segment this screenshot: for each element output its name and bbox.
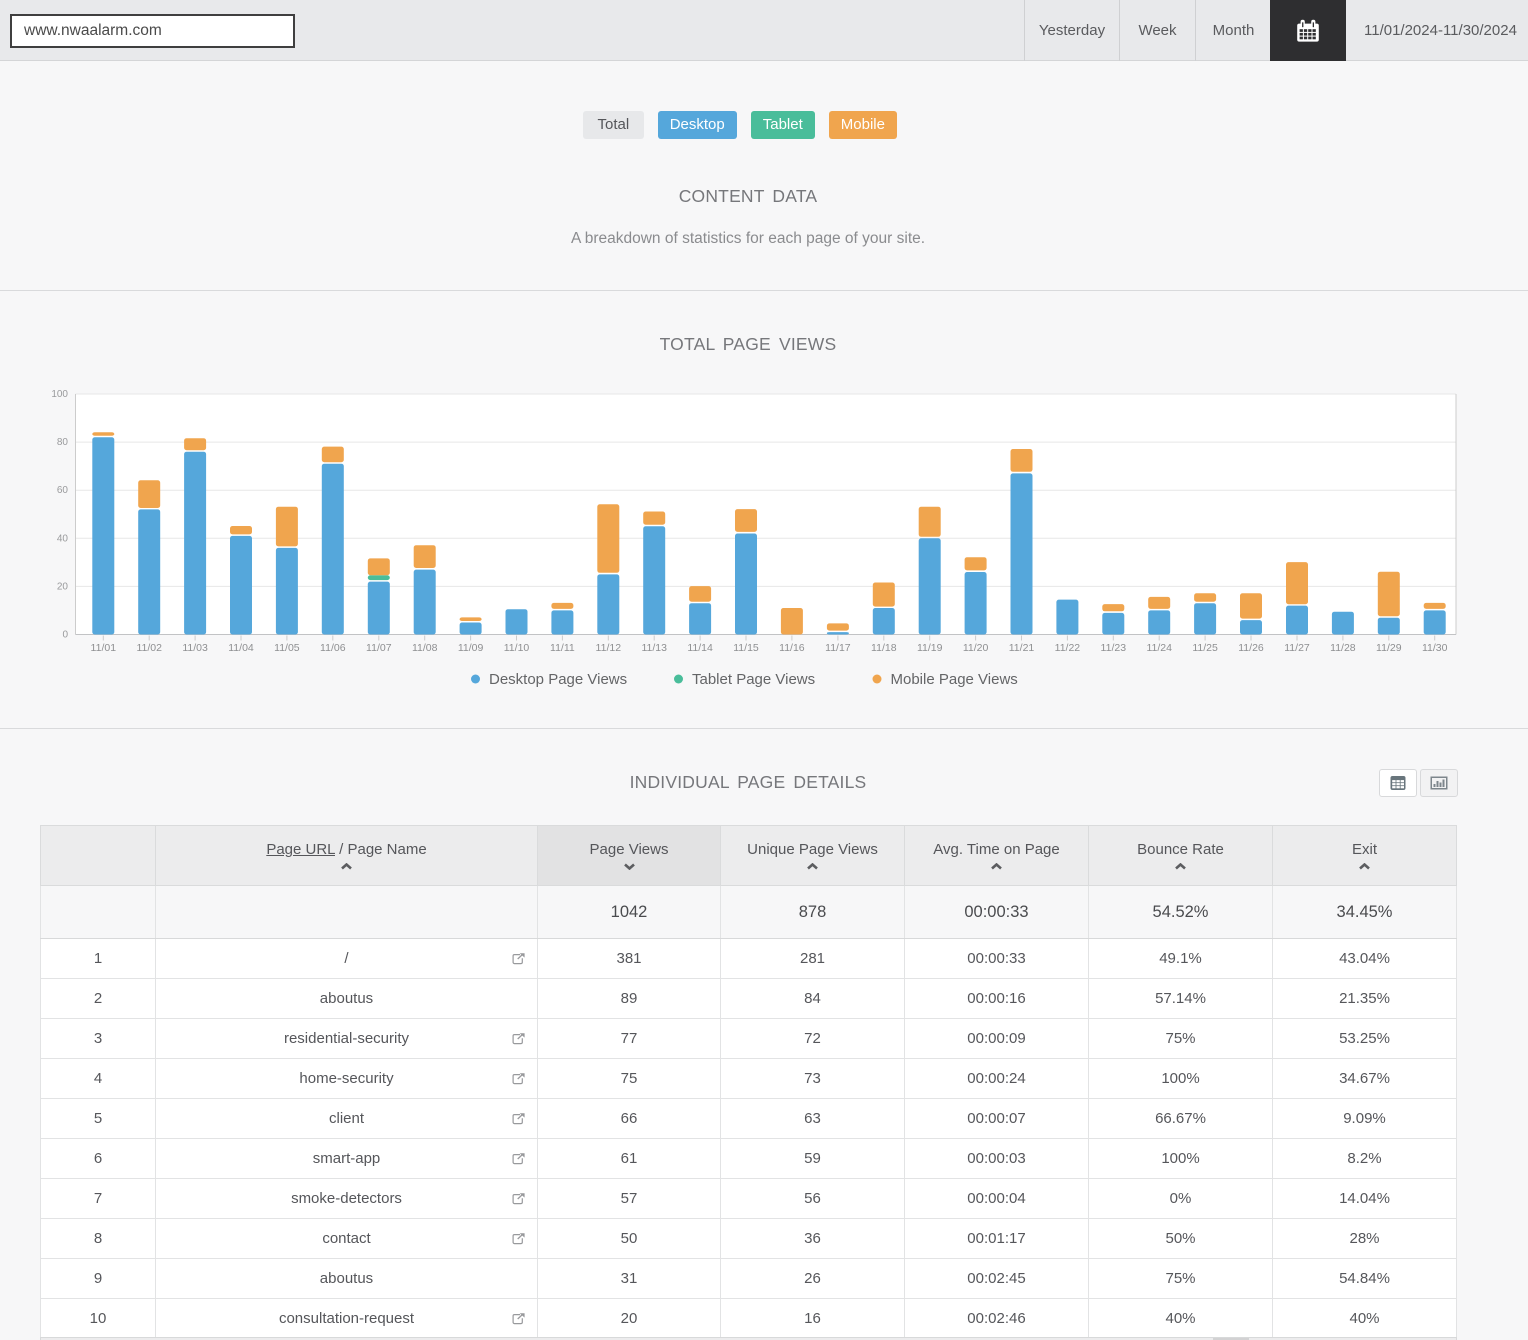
svg-text:11/16: 11/16 bbox=[779, 642, 805, 654]
svg-text:0: 0 bbox=[62, 630, 68, 641]
svg-text:11/29: 11/29 bbox=[1376, 642, 1402, 654]
svg-text:11/13: 11/13 bbox=[641, 642, 667, 654]
svg-text:11/24: 11/24 bbox=[1146, 642, 1172, 654]
svg-text:11/14: 11/14 bbox=[687, 642, 713, 654]
svg-text:Desktop Page Views: Desktop Page Views bbox=[489, 671, 627, 688]
svg-text:11/04: 11/04 bbox=[228, 642, 254, 654]
svg-text:11/23: 11/23 bbox=[1101, 642, 1127, 654]
svg-text:11/25: 11/25 bbox=[1192, 642, 1218, 654]
svg-text:11/30: 11/30 bbox=[1422, 642, 1448, 654]
svg-text:11/05: 11/05 bbox=[274, 642, 300, 654]
svg-text:11/07: 11/07 bbox=[366, 642, 392, 654]
svg-text:11/06: 11/06 bbox=[320, 642, 346, 654]
svg-text:11/18: 11/18 bbox=[871, 642, 897, 654]
svg-text:11/27: 11/27 bbox=[1284, 642, 1310, 654]
svg-text:11/26: 11/26 bbox=[1238, 642, 1264, 654]
svg-text:11/22: 11/22 bbox=[1055, 642, 1081, 654]
svg-text:11/21: 11/21 bbox=[1009, 642, 1035, 654]
svg-text:11/01: 11/01 bbox=[91, 642, 117, 654]
svg-text:11/17: 11/17 bbox=[825, 642, 851, 654]
svg-text:20: 20 bbox=[57, 581, 69, 592]
svg-text:11/10: 11/10 bbox=[504, 642, 530, 654]
svg-text:11/03: 11/03 bbox=[182, 642, 208, 654]
svg-text:11/12: 11/12 bbox=[596, 642, 622, 654]
svg-text:11/19: 11/19 bbox=[917, 642, 943, 654]
svg-text:11/11: 11/11 bbox=[550, 642, 575, 654]
svg-text:40: 40 bbox=[57, 533, 69, 544]
svg-text:Mobile Page Views: Mobile Page Views bbox=[891, 671, 1018, 688]
svg-text:11/09: 11/09 bbox=[458, 642, 484, 654]
svg-text:11/08: 11/08 bbox=[412, 642, 438, 654]
svg-text:60: 60 bbox=[57, 485, 69, 496]
svg-text:11/02: 11/02 bbox=[136, 642, 162, 654]
svg-text:11/28: 11/28 bbox=[1330, 642, 1356, 654]
svg-text:100: 100 bbox=[51, 389, 68, 400]
svg-text:11/15: 11/15 bbox=[733, 642, 759, 654]
svg-text:Tablet Page Views: Tablet Page Views bbox=[692, 671, 815, 688]
svg-text:80: 80 bbox=[57, 437, 69, 448]
svg-text:11/20: 11/20 bbox=[963, 642, 989, 654]
